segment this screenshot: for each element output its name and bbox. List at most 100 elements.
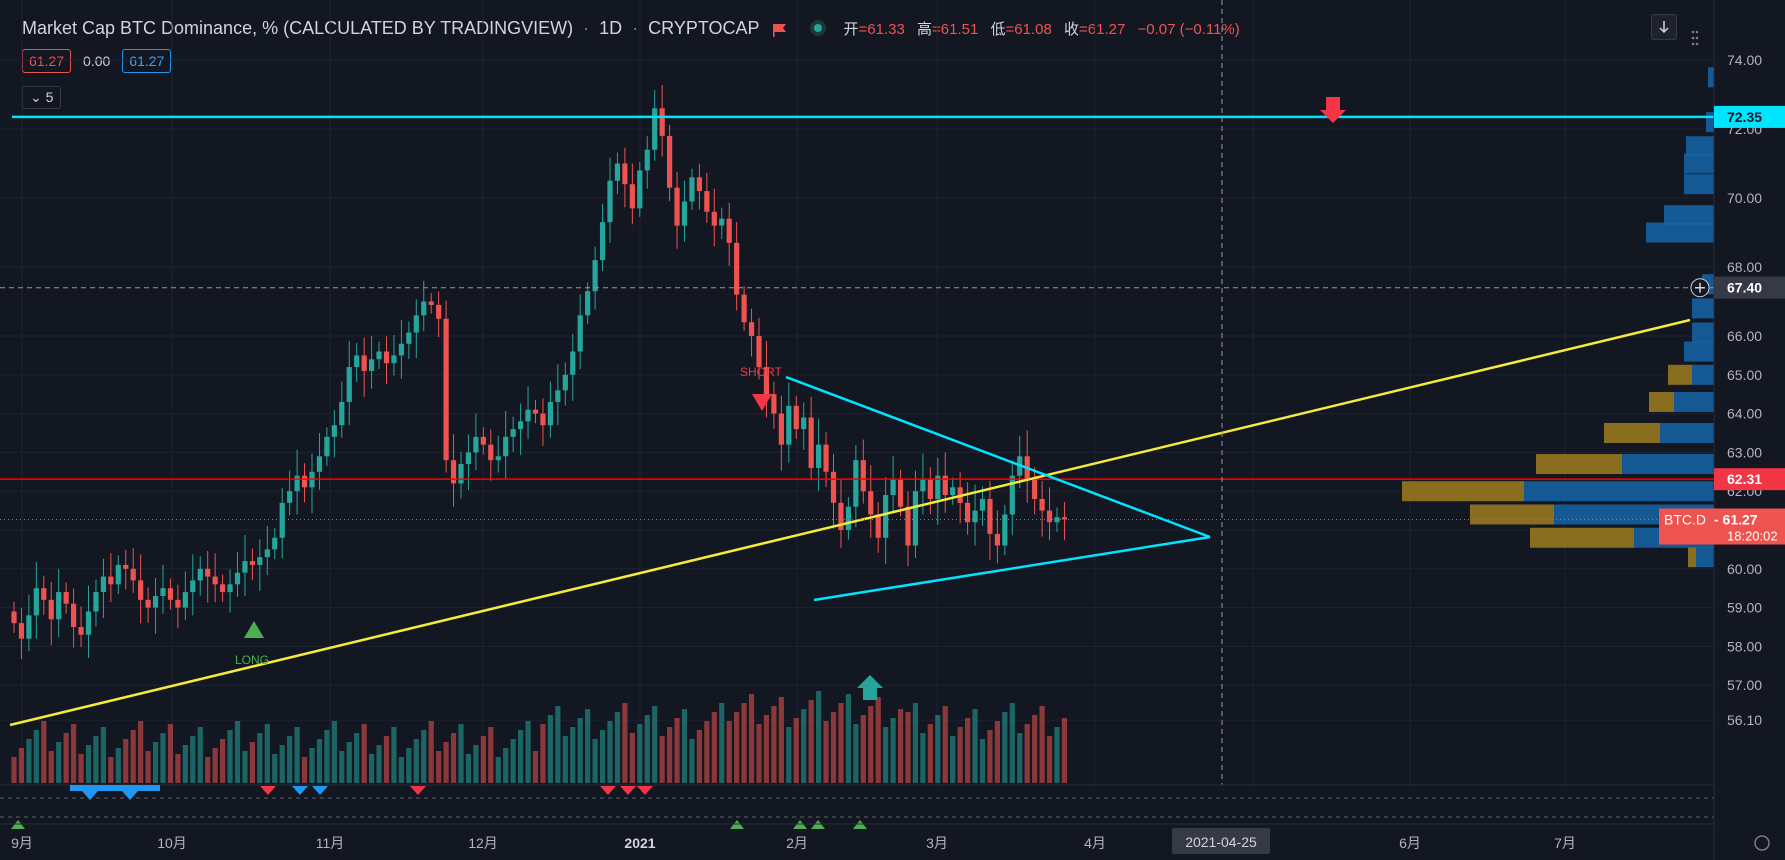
volume-bar-140 xyxy=(1054,727,1060,783)
volume-bar-77 xyxy=(585,709,591,783)
volume-bar-68 xyxy=(518,730,524,783)
flag-icon[interactable] xyxy=(772,21,788,37)
candle-77 xyxy=(585,291,591,316)
volume-bar-138 xyxy=(1039,706,1045,783)
volume-bar-112 xyxy=(845,694,851,783)
volume-bar-38 xyxy=(294,727,300,783)
candle-121 xyxy=(912,491,919,546)
volume-bar-128 xyxy=(965,718,971,783)
volume-bar-135 xyxy=(1017,733,1023,783)
indicators-collapse-button[interactable]: ⌄ 5 xyxy=(22,86,62,109)
candle-138 xyxy=(1039,498,1045,511)
countdown-label: 18:20:02 xyxy=(1727,529,1778,544)
candle-21 xyxy=(167,588,174,600)
candle-45 xyxy=(346,367,352,402)
candle-83 xyxy=(629,184,635,209)
candle-75 xyxy=(570,351,576,375)
volume-bar-105 xyxy=(793,718,799,783)
y-tick-0: 56.10 xyxy=(1727,712,1762,728)
candle-9 xyxy=(78,627,84,635)
candle-56 xyxy=(428,301,434,305)
interval-label[interactable]: 1D xyxy=(599,17,623,38)
profile-up-bar-16 xyxy=(1686,136,1714,157)
volume-bar-55 xyxy=(421,730,427,783)
drag-handle-icon[interactable] xyxy=(1690,28,1700,53)
candle-31 xyxy=(242,561,248,573)
volume-bar-120 xyxy=(905,712,911,783)
candle-85 xyxy=(644,149,650,171)
triangle-upper-line xyxy=(785,375,1211,539)
drawing-tools[interactable]: LONG SHORT xyxy=(0,0,1714,785)
candle-48 xyxy=(369,359,375,371)
candle-63 xyxy=(480,436,486,445)
price-axis[interactable]: 56.1057.0058.0059.0060.0061.0062.0063.00… xyxy=(1713,0,1785,860)
candle-88 xyxy=(667,135,673,188)
x-tick-6: 3月 xyxy=(926,835,948,851)
y-tick-4: 60.00 xyxy=(1727,561,1762,577)
candle-119 xyxy=(897,479,904,507)
volume-bar-63 xyxy=(480,736,486,783)
volume-bar-9 xyxy=(78,754,84,783)
change-value: −0.07 (−0.11%) xyxy=(1137,20,1240,38)
volume-bar-136 xyxy=(1024,724,1030,783)
open-label: 开 xyxy=(843,20,859,38)
volume-bar-56 xyxy=(428,721,434,783)
exchange-label: CRYPTOCAP xyxy=(648,17,760,38)
volume-bar-39 xyxy=(301,757,308,783)
candle-50 xyxy=(383,351,390,364)
high-label: 高 xyxy=(917,20,933,38)
volume-bar-46 xyxy=(354,733,360,783)
candle-71 xyxy=(540,413,546,426)
candle-73 xyxy=(555,390,561,402)
profile-up-bar-9 xyxy=(1692,322,1714,343)
volume-bar-123 xyxy=(927,724,933,783)
candle-37 xyxy=(287,491,293,503)
volume-bar-71 xyxy=(540,724,546,783)
volume-bar-124 xyxy=(935,715,941,783)
time-axis[interactable]: 9月10月11月12月20212月3月4月5月6月7月2021-04-25 xyxy=(0,823,1770,854)
volume-bar-30 xyxy=(234,721,241,783)
volume-bar-119 xyxy=(897,709,904,783)
volume-bar-89 xyxy=(674,718,680,783)
candle-43 xyxy=(331,425,337,437)
candle-64 xyxy=(488,444,494,461)
x-tick-1: 10月 xyxy=(157,835,187,851)
candle-105 xyxy=(793,405,799,430)
profile-up-bar-6 xyxy=(1674,391,1714,412)
symbol-title[interactable]: Market Cap BTC Dominance, % (CALCULATED … xyxy=(22,17,574,38)
candle-3 xyxy=(33,588,39,616)
y-tick-7: 63.00 xyxy=(1727,444,1762,460)
volume-bar-54 xyxy=(413,739,419,783)
last-symbol-label: BTC.D xyxy=(1664,512,1706,528)
y-tick-3: 59.00 xyxy=(1727,600,1762,616)
candle-92 xyxy=(696,177,702,192)
volume-bar-19 xyxy=(152,742,159,783)
ohlc-values: 开=61.33 高=61.51 低=61.08 收=61.27 −0.07 (−… xyxy=(844,18,1248,39)
indicator-count: 5 xyxy=(45,89,54,105)
candle-125 xyxy=(942,475,948,496)
candle-103 xyxy=(778,413,784,445)
low-value: =61.08 xyxy=(1005,20,1052,38)
candle-81 xyxy=(614,163,621,181)
profile-down-bar-6 xyxy=(1649,391,1674,412)
candle-131 xyxy=(987,498,993,534)
volume-bar-134 xyxy=(1009,703,1015,783)
candle-141 xyxy=(1061,517,1068,520)
profile-up-bar-18 xyxy=(1708,67,1714,88)
volume-bar-91 xyxy=(689,739,695,783)
candle-47 xyxy=(361,355,367,371)
volume-bar-6 xyxy=(56,742,62,783)
profile-up-bar-14 xyxy=(1684,174,1714,195)
volume-bar-121 xyxy=(912,703,919,783)
candle-1 xyxy=(18,623,25,639)
profile-up-bar-3 xyxy=(1524,481,1714,502)
y-tick-14: 74.00 xyxy=(1727,52,1762,68)
scroll-to-end-button[interactable] xyxy=(1651,14,1677,40)
candle-130 xyxy=(979,498,986,511)
volume-bar-118 xyxy=(890,718,896,783)
market-status-icon[interactable] xyxy=(809,20,826,36)
candle-99 xyxy=(748,322,755,336)
candle-91 xyxy=(689,177,695,202)
candle-90 xyxy=(681,201,688,226)
